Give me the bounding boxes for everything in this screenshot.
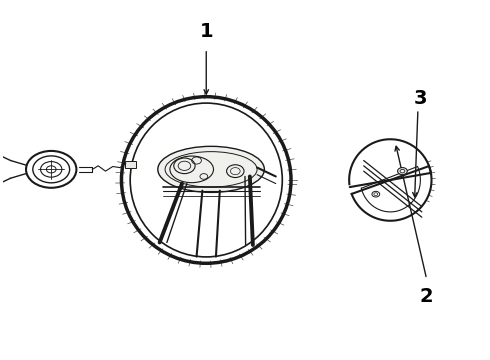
Text: 1: 1 xyxy=(199,22,213,41)
Text: 3: 3 xyxy=(414,89,427,108)
Circle shape xyxy=(397,168,407,175)
Text: 2: 2 xyxy=(420,288,434,306)
Ellipse shape xyxy=(158,146,265,192)
Bar xyxy=(125,161,136,168)
